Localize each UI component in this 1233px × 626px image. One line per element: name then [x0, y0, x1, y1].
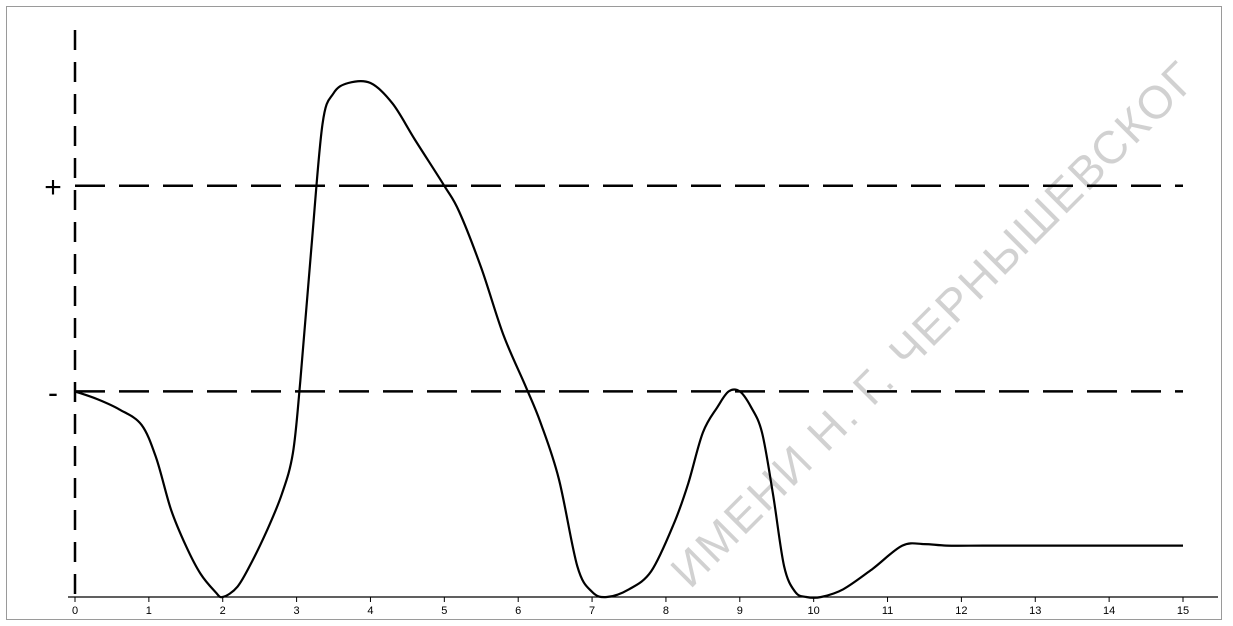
x-tick-label: 14 — [1103, 605, 1115, 617]
x-tick-label: 10 — [808, 605, 820, 617]
level-label: + — [44, 171, 62, 204]
x-tick-label: 13 — [1029, 605, 1041, 617]
x-tick-label: 2 — [220, 605, 226, 617]
level-labels: +- — [44, 171, 62, 410]
x-tick-label: 8 — [663, 605, 669, 617]
x-ticks: 0 1 2 3 4 5 6 7 8 9 10 11 12 13 14 15 — [72, 597, 1189, 617]
x-tick-label: 4 — [367, 605, 373, 617]
watermark: ИМЕНИ Н. Г. ЧЕРНЫШЕВСКОГ — [660, 51, 1207, 598]
x-tick-label: 11 — [882, 605, 893, 617]
x-tick-label: 1 — [146, 605, 152, 617]
series-group — [74, 79, 1183, 599]
x-tick-label: 12 — [955, 605, 967, 617]
axes — [68, 30, 1218, 598]
x-tick-label: 6 — [515, 605, 521, 617]
x-tick-label: 5 — [441, 605, 447, 617]
series-line — [74, 79, 1183, 599]
x-tick-label: 9 — [737, 605, 743, 617]
watermark-text: ИМЕНИ Н. Г. ЧЕРНЫШЕВСКОГ — [660, 51, 1207, 598]
x-tick-label: 7 — [589, 605, 595, 617]
threshold-lines — [75, 184, 1183, 393]
x-tick-label: 0 — [72, 605, 78, 617]
x-tick-label: 15 — [1177, 605, 1189, 617]
level-label: - — [48, 376, 58, 409]
x-tick-label: 3 — [294, 605, 300, 617]
chart-frame — [6, 6, 1222, 620]
